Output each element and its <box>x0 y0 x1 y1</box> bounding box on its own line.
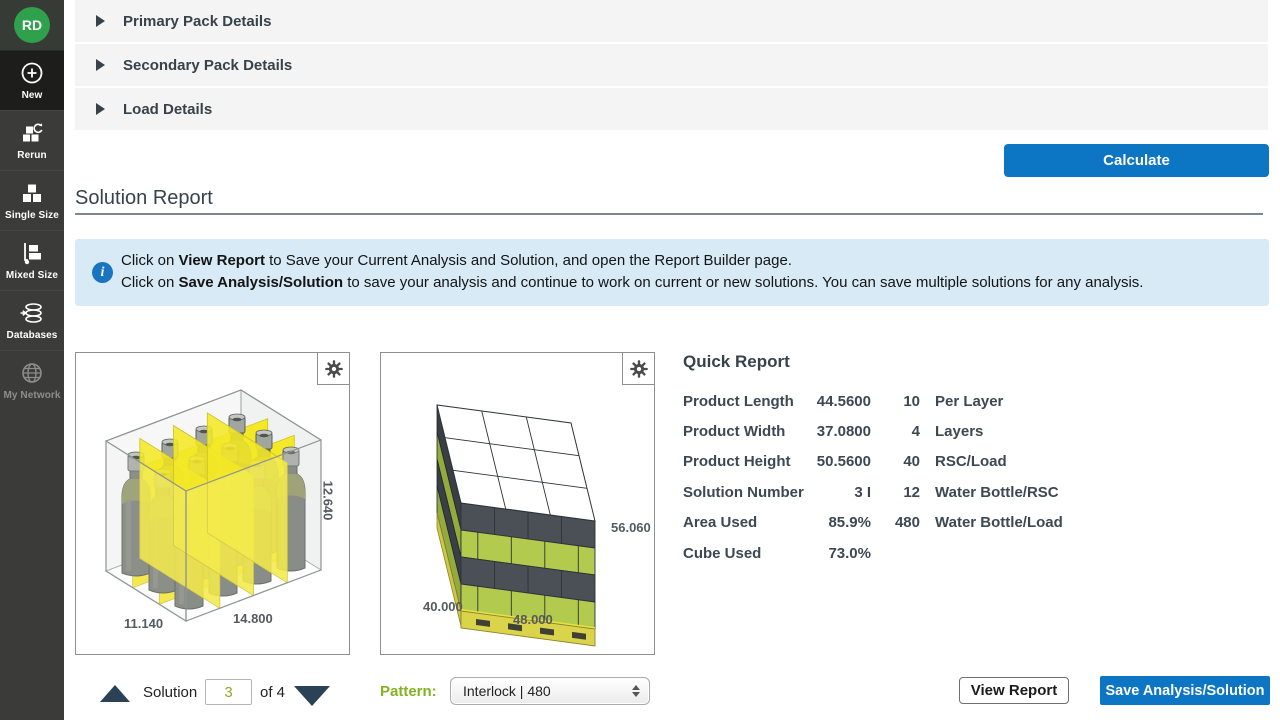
gear-icon <box>324 359 343 378</box>
page-title: Solution Report <box>75 187 213 209</box>
avatar-section: RD <box>0 0 64 50</box>
sidebar-item-my-network[interactable]: My Network <box>0 350 64 410</box>
mixed-size-handtruck-icon <box>24 243 41 265</box>
accordion-label: Secondary Pack Details <box>123 56 293 74</box>
load-width-dimension: 40.000 <box>423 599 463 614</box>
load-3d-panel[interactable]: 40.000 48.000 56.060 <box>380 352 655 655</box>
qr-row-value: 44.5600 <box>816 392 871 410</box>
qr-row-unit: RSC/Load <box>935 453 1007 471</box>
qr-row-label: Product Height <box>683 453 791 471</box>
accordion-primary-pack-details[interactable]: Primary Pack Details <box>75 0 1268 42</box>
qr-row-count: 12 <box>903 483 920 501</box>
qr-row-unit: Water Bottle/RSC <box>935 483 1059 501</box>
chevron-right-icon <box>96 15 105 27</box>
single-size-boxes-icon <box>23 184 41 202</box>
sidebar-item-label: New <box>21 90 43 101</box>
sidebar-item-single-size[interactable]: Single Size <box>0 170 64 230</box>
quick-report: Quick Report Product Length 44.5600 10 Per … <box>683 352 1123 568</box>
info-line-2: Click on Save Analysis/Solution to save … <box>121 274 1144 291</box>
avatar[interactable]: RD <box>14 7 50 43</box>
info-line-1: Click on View Report to Save your Curren… <box>121 252 792 269</box>
sidebar-item-mixed-size[interactable]: Mixed Size <box>0 230 64 290</box>
qr-row-value: 85.9% <box>828 514 871 532</box>
qr-row-unit: Per Layer <box>935 392 1004 410</box>
solution-number-input[interactable] <box>205 679 252 705</box>
qr-row-unit: Layers <box>935 423 984 441</box>
pattern-label: Pattern: <box>380 683 437 700</box>
pack-settings-button[interactable] <box>317 353 349 385</box>
qr-row-count: 4 <box>911 423 920 441</box>
sidebar-item-label: Mixed Size <box>5 270 59 281</box>
sidebar-item-label: Rerun <box>17 150 47 161</box>
load-height-dimension: 56.060 <box>611 520 651 535</box>
sidebar-item-label: Single Size <box>5 210 59 221</box>
qr-row-value: 73.0% <box>828 544 871 562</box>
accordion-label: Primary Pack Details <box>123 12 272 30</box>
qr-row-unit: Water Bottle/Load <box>935 514 1063 532</box>
view-report-button[interactable]: View Report <box>959 677 1069 704</box>
load-length-dimension: 48.000 <box>513 612 553 627</box>
save-analysis-solution-button[interactable]: Save Analysis/Solution <box>1100 676 1270 705</box>
qr-row-count: 10 <box>903 392 920 410</box>
gear-icon <box>629 359 648 378</box>
quick-report-title: Quick Report <box>683 352 790 371</box>
info-banner: i Click on View Report to Save your Curr… <box>75 239 1269 306</box>
title-divider <box>75 213 1263 215</box>
rerun-boxes-icon <box>23 123 43 142</box>
pack-width-dimension: 11.140 <box>124 616 164 631</box>
solution-total-label: of 4 <box>260 684 286 701</box>
globe-icon <box>22 363 42 383</box>
load-3d-render[interactable] <box>381 353 654 654</box>
qr-row-label: Product Width <box>683 423 786 441</box>
qr-row-label: Solution Number <box>683 483 804 501</box>
sidebar-item-label: My Network <box>3 390 61 401</box>
new-plus-circle-icon <box>21 62 43 84</box>
pattern-selected-option: Interlock | 480 <box>463 683 551 699</box>
databases-stack-icon <box>20 303 42 323</box>
info-icon: i <box>92 262 113 283</box>
chevron-right-icon <box>96 103 105 115</box>
info-banner-text: Click on View Report to Save your Curren… <box>121 250 1143 294</box>
solution-label: Solution <box>143 684 198 701</box>
solution-next-button[interactable] <box>294 686 330 706</box>
qr-row-value: 37.0800 <box>816 423 871 441</box>
qr-row-count: 480 <box>894 514 920 532</box>
pack-3d-render[interactable] <box>76 353 349 654</box>
qr-row-value: 50.5600 <box>816 453 871 471</box>
sidebar-item-label: Databases <box>6 330 58 341</box>
accordion-load-details[interactable]: Load Details <box>75 88 1268 130</box>
load-settings-button[interactable] <box>622 353 654 385</box>
pattern-select[interactable]: Interlock | 480 <box>450 677 650 705</box>
pack-length-dimension: 14.800 <box>233 611 273 626</box>
qr-row-label: Product Length <box>683 392 794 410</box>
sidebar-item-rerun[interactable]: Rerun <box>0 110 64 170</box>
accordion-label: Load Details <box>123 100 213 118</box>
qr-row-value: 3 I <box>854 483 871 501</box>
sidebar-item-databases[interactable]: Databases <box>0 290 64 350</box>
chevron-right-icon <box>96 59 105 71</box>
solution-previous-button[interactable] <box>100 685 130 702</box>
sidebar: RD New Rerun Sing <box>0 0 64 720</box>
pack-height-dimension: 12.640 <box>320 480 336 521</box>
qr-row-label: Area Used <box>683 514 758 532</box>
select-spinner-icon <box>632 685 640 697</box>
calculate-button[interactable]: Calculate <box>1004 144 1269 177</box>
sidebar-item-new[interactable]: New <box>0 50 64 110</box>
pack-3d-panel[interactable]: 11.140 14.800 12.640 <box>75 352 350 655</box>
accordion-secondary-pack-details[interactable]: Secondary Pack Details <box>75 44 1268 86</box>
qr-row-label: Cube Used <box>683 544 762 562</box>
qr-row-count: 40 <box>903 453 920 471</box>
